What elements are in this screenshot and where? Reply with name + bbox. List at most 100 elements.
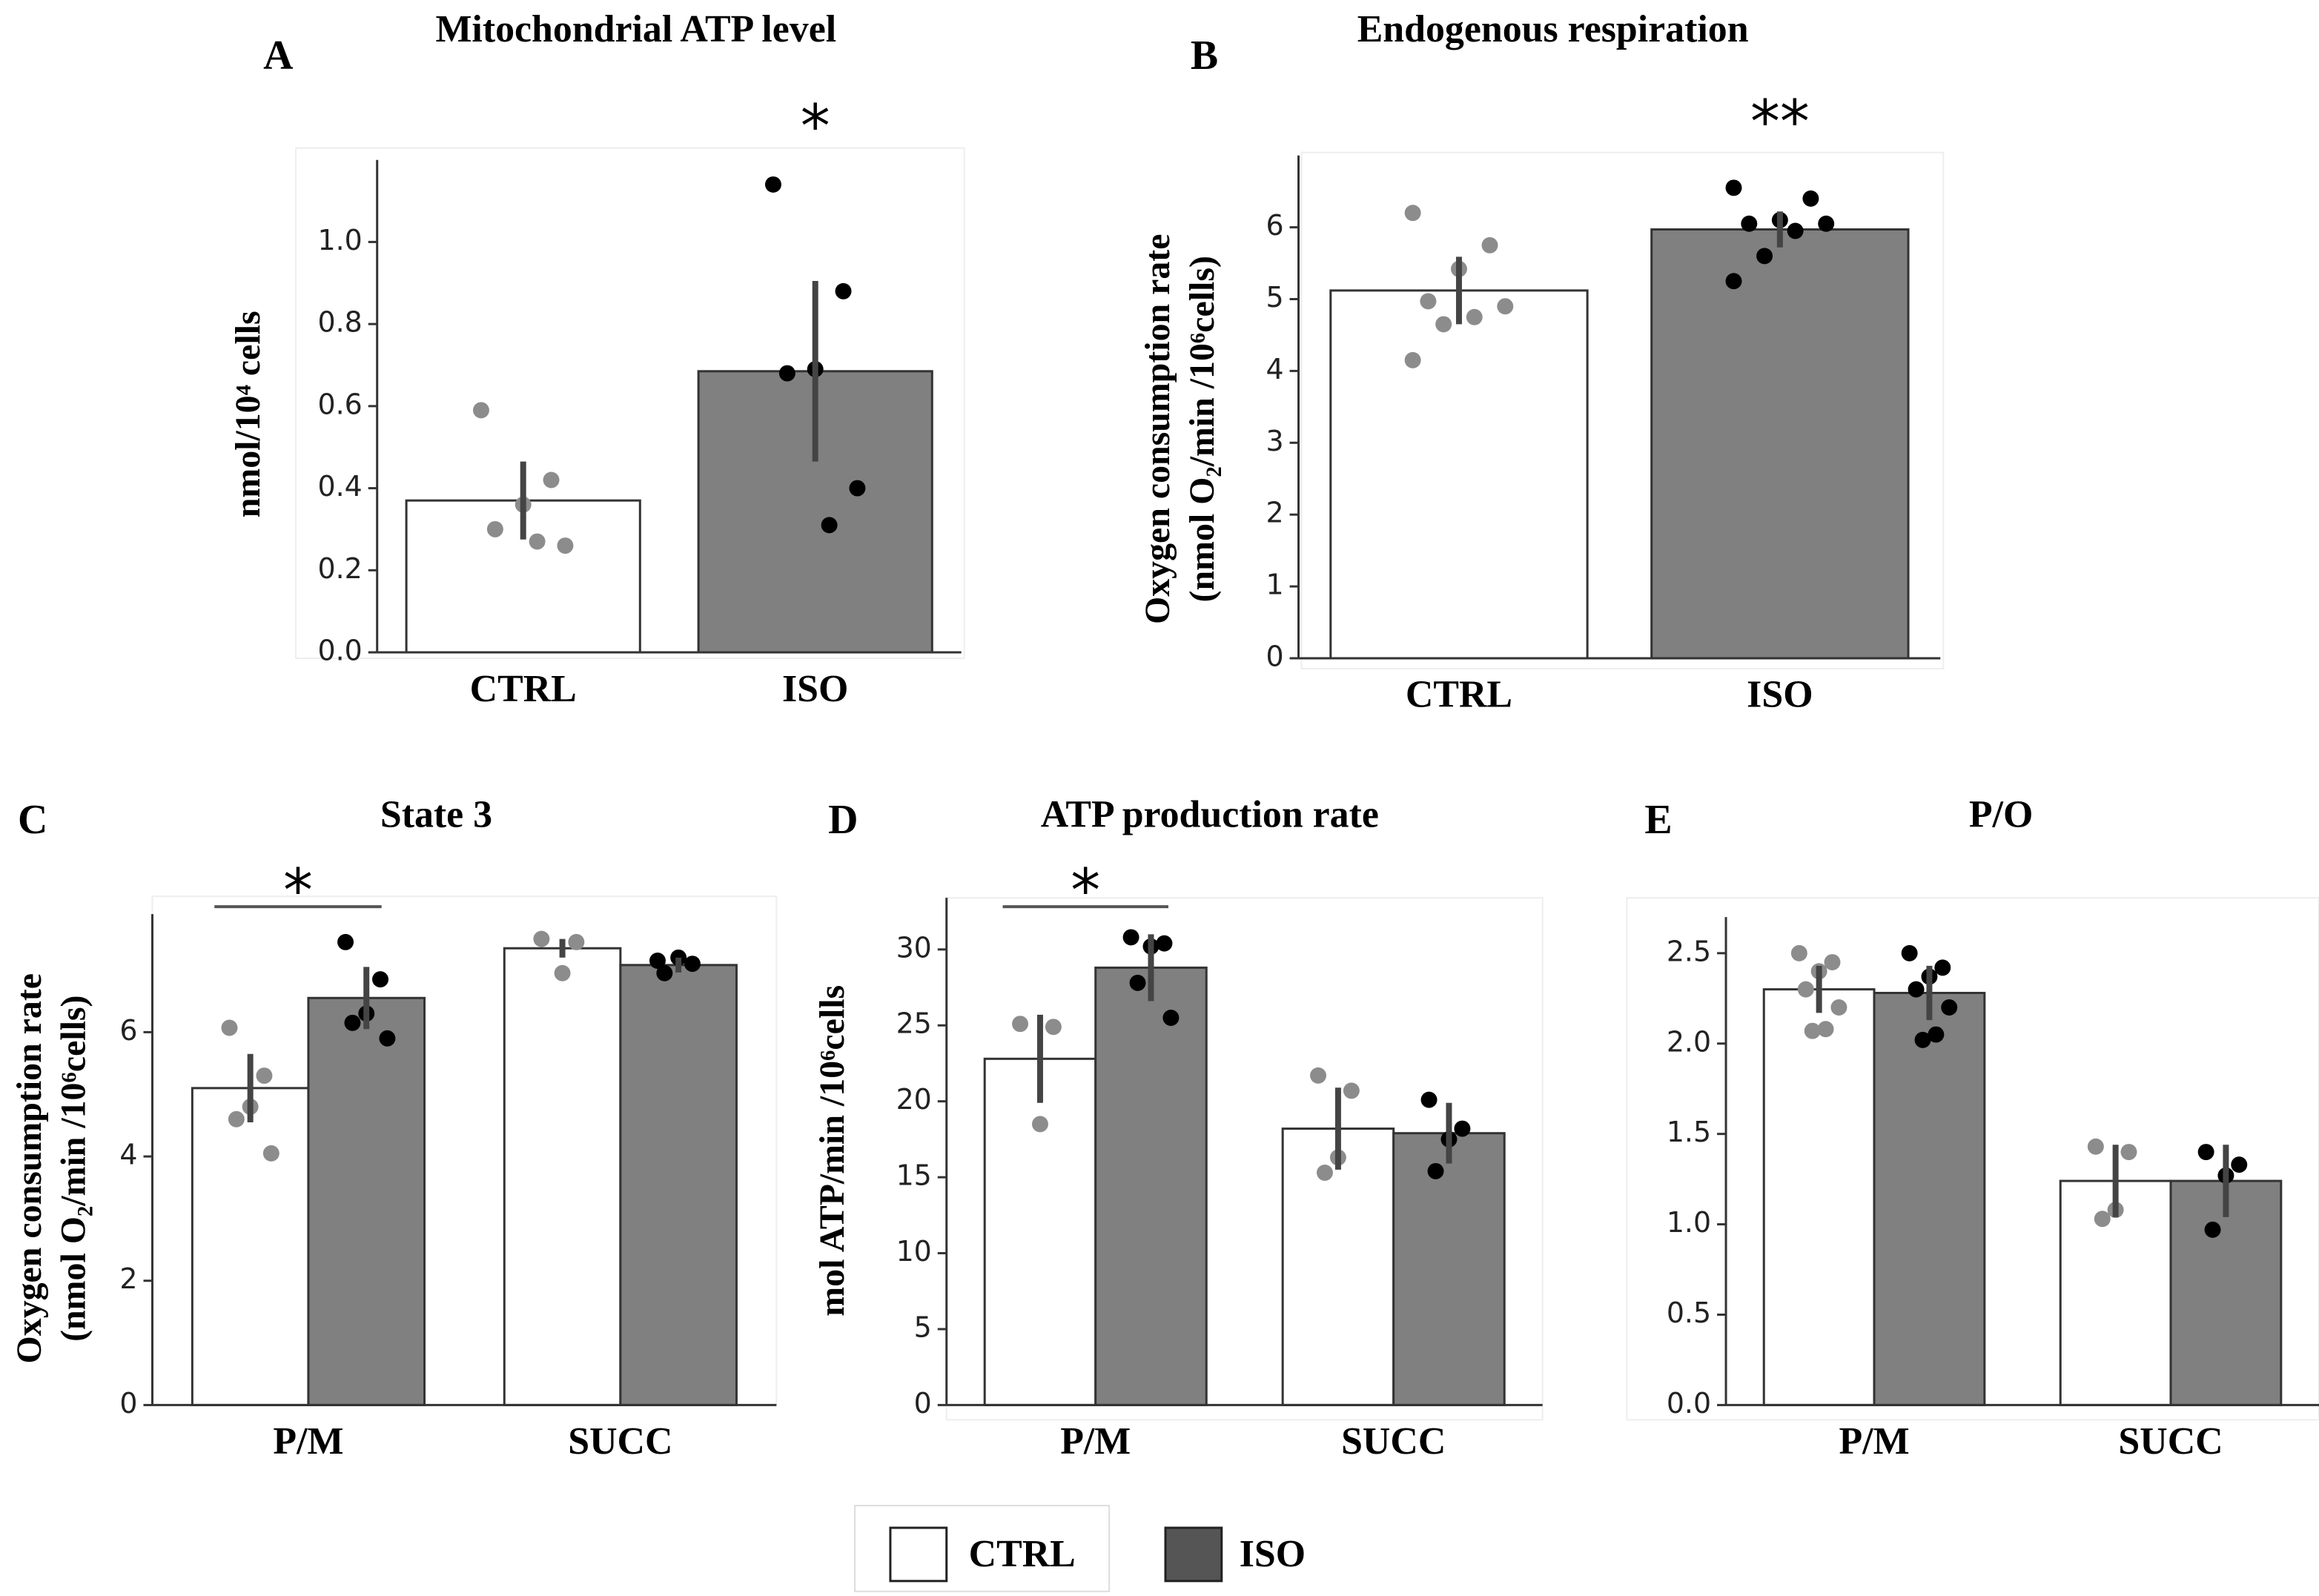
x-tick-label: CTRL	[1406, 674, 1512, 716]
data-point	[1824, 954, 1841, 971]
data-point	[835, 282, 852, 299]
bar	[1329, 289, 1589, 660]
data-point	[1466, 308, 1483, 325]
data-point	[337, 933, 354, 950]
y-tick-label: 20	[896, 1083, 932, 1116]
x-tick-label: ISO	[782, 668, 848, 710]
y-tick-label: 5	[914, 1311, 932, 1343]
panel-letter: D	[828, 797, 858, 843]
data-point	[1129, 974, 1146, 991]
y-tick-label: 2	[119, 1262, 137, 1295]
y-tick-label: 0	[1266, 640, 1283, 672]
data-point	[1790, 944, 1807, 961]
y-tick-label: 6	[119, 1014, 137, 1047]
data-point	[684, 956, 701, 973]
data-point	[1787, 222, 1804, 239]
data-point	[821, 517, 838, 534]
data-point	[1934, 959, 1951, 976]
x-tick-label: P/M	[1839, 1420, 1910, 1463]
panel-letter: E	[1644, 797, 1672, 843]
data-point	[1427, 1162, 1444, 1179]
data-point	[557, 537, 574, 554]
y-tick-label: 6	[1266, 209, 1283, 242]
bar	[1650, 228, 1910, 660]
data-point	[764, 176, 781, 193]
significance: *	[801, 92, 830, 161]
legend-label: CTRL	[969, 1533, 1076, 1575]
data-point	[2120, 1144, 2137, 1161]
y-tick-label: 1	[1266, 569, 1283, 601]
data-point	[228, 1110, 245, 1128]
panel-title: State 3	[380, 793, 492, 835]
data-point	[1725, 273, 1742, 290]
panel-title: Endogenous respiration	[1357, 8, 1749, 50]
bar	[307, 996, 426, 1406]
bar	[1281, 1128, 1395, 1406]
y-tick-label: 2.0	[1667, 1025, 1711, 1058]
data-point	[262, 1145, 279, 1162]
data-point	[256, 1067, 273, 1085]
data-point	[1420, 293, 1437, 310]
y-tick-label: 10	[896, 1235, 932, 1268]
data-point	[1817, 1021, 1834, 1038]
significance: **	[1750, 87, 1810, 156]
data-point	[2231, 1156, 2248, 1173]
y-axis-label: mol ATP/min /10⁶cells	[813, 985, 852, 1317]
bar	[503, 947, 622, 1406]
data-point	[1497, 298, 1514, 315]
data-point	[1725, 179, 1742, 196]
y-axis-label: (nmol O₂/min /10⁶cells)	[1182, 256, 1222, 602]
data-point	[1818, 215, 1835, 232]
data-point	[1420, 1091, 1438, 1108]
bar	[191, 1087, 310, 1406]
legend-swatch	[889, 1526, 948, 1583]
data-point	[529, 533, 546, 550]
data-point	[778, 365, 795, 382]
data-point	[649, 953, 666, 969]
y-tick-label: 0.6	[317, 388, 362, 420]
data-point	[1830, 999, 1847, 1016]
y-axis-label: Oxygen consumption rate	[10, 973, 49, 1363]
data-point	[1928, 1026, 1945, 1043]
panel-title: P/O	[1969, 793, 2033, 835]
data-point	[1804, 1022, 1821, 1039]
data-point	[1941, 999, 1958, 1016]
x-tick-label: SUCC	[568, 1420, 672, 1463]
plot-frame	[1300, 151, 1945, 669]
x-tick-label: P/M	[1060, 1420, 1131, 1463]
data-point	[1317, 1164, 1333, 1181]
y-tick-label: 4	[119, 1139, 137, 1171]
data-point	[543, 471, 560, 489]
data-point	[1156, 935, 1173, 952]
bar	[983, 1057, 1097, 1406]
y-tick-label: 3	[1266, 425, 1283, 457]
bar	[1762, 988, 1876, 1406]
bar	[1392, 1132, 1506, 1406]
panel-letter: B	[1191, 33, 1218, 79]
y-tick-label: 4	[1266, 353, 1283, 385]
data-point	[344, 1014, 361, 1031]
data-point	[1122, 929, 1139, 946]
bar	[619, 964, 738, 1406]
data-point	[1756, 248, 1773, 265]
data-point	[1914, 1031, 1931, 1048]
y-axis-label: nmol/10⁴ cells	[228, 311, 268, 517]
data-point	[656, 964, 673, 981]
data-point	[1481, 236, 1498, 254]
data-point	[2094, 1211, 2111, 1228]
bar	[2169, 1179, 2283, 1406]
y-tick-label: 1.0	[317, 224, 362, 256]
bar	[1094, 966, 1208, 1406]
data-point	[1908, 981, 1925, 998]
data-point	[1012, 1016, 1029, 1033]
data-point	[1454, 1120, 1471, 1137]
legend-label: ISO	[1240, 1533, 1306, 1575]
data-point	[568, 933, 585, 950]
y-tick-label: 1.0	[1667, 1206, 1711, 1239]
y-tick-label: 0.2	[317, 552, 362, 585]
x-tick-label: CTRL	[470, 668, 577, 710]
x-tick-label: P/M	[273, 1420, 343, 1463]
panel-title: ATP production rate	[1041, 793, 1379, 835]
data-point	[1741, 215, 1758, 232]
